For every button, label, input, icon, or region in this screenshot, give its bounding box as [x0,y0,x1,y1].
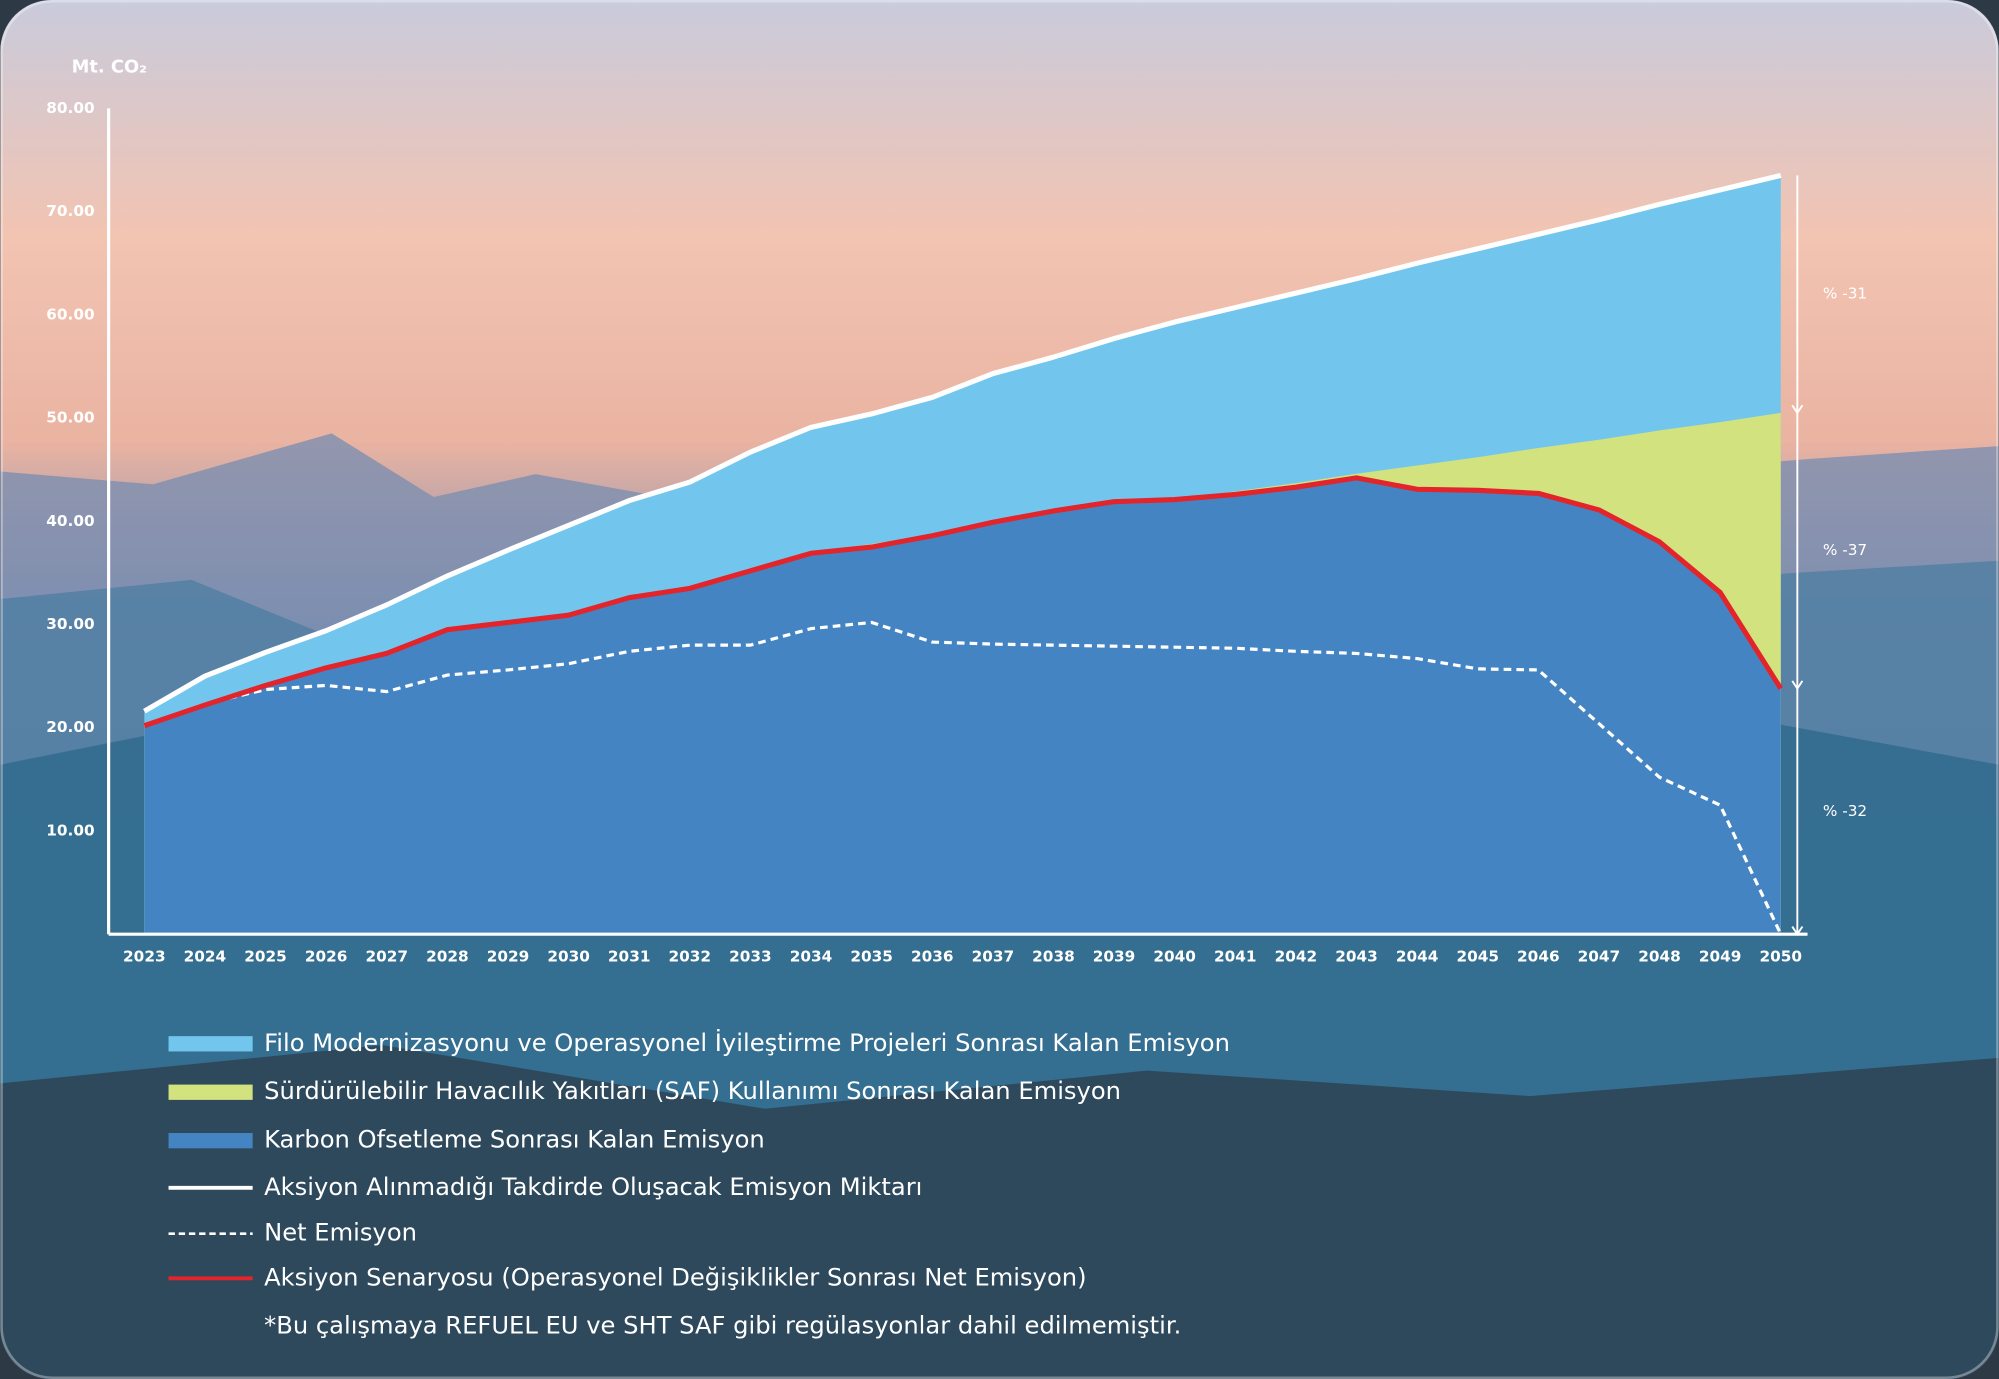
area [144,477,1781,935]
x-tick-label: 2028 [426,948,469,966]
y-tick-label: 70.00 [46,202,94,220]
x-tick-label: 2038 [1032,948,1075,966]
x-tick-label: 2033 [729,948,772,966]
x-tick-label: 2042 [1275,948,1318,966]
line [143,172,1782,714]
x-tick-label: 2030 [547,948,590,966]
y-axis-label: Mt. CO₂ [72,57,147,78]
line [143,475,1783,729]
x-tick-label: 2049 [1699,948,1742,966]
x-tick-label: 2023 [123,948,166,966]
x-tick-label: 2047 [1578,948,1621,966]
y-tick-label: 20.00 [46,718,94,736]
reduction-label: % -31 [1823,285,1867,303]
y-tick-label: 80.00 [46,99,94,117]
x-tick-label: 2048 [1638,948,1681,966]
reduction-label: % -37 [1823,541,1867,559]
legend-label: Aksiyon Senaryosu (Operasyonel Değişikli… [264,1263,1086,1291]
y-tick-label: 40.00 [46,512,94,530]
legend-swatch [168,1036,253,1052]
footnote: *Bu çalışmaya REFUEL EU ve SHT SAF gibi … [264,1312,1181,1340]
line [143,620,1783,935]
y-tick-label: 10.00 [46,821,94,839]
legend-label: Net Emisyon [264,1219,417,1247]
x-tick-label: 2034 [790,948,833,966]
x-tick-label: 2043 [1335,948,1378,966]
legend-swatch [168,1133,253,1149]
legend-label: Aksiyon Alınmadığı Takdirde Oluşacak Emi… [264,1173,922,1201]
x-tick-label: 2041 [1214,948,1257,966]
x-tick-label: 2031 [608,948,651,966]
y-tick-label: 30.00 [46,615,94,633]
arrow-head [1791,926,1804,936]
x-tick-label: 2040 [1153,948,1196,966]
x-tick-label: 2037 [972,948,1015,966]
y-tick-label: 60.00 [46,305,94,323]
x-tick-label: 2025 [244,948,287,966]
legend-swatch [168,1084,253,1100]
x-tick-label: 2044 [1396,948,1439,966]
x-tick-label: 2027 [365,948,408,966]
legend-label: Sürdürülebilir Havacılık Yakıtları (SAF)… [264,1077,1121,1105]
x-tick-label: 2045 [1456,948,1499,966]
legend-label: Filo Modernizasyonu ve Operasyonel İyile… [264,1028,1230,1057]
reduction-label: % -32 [1823,802,1867,820]
x-tick-label: 2032 [669,948,712,966]
x-tick-label: 2026 [305,948,348,966]
x-tick-label: 2035 [850,948,893,966]
x-tick-label: 2024 [184,948,227,966]
x-tick-label: 2036 [911,948,954,966]
x-tick-label: 2039 [1093,948,1136,966]
x-tick-label: 2050 [1759,948,1802,966]
x-tick-label: 2029 [487,948,530,966]
x-tick-label: 2046 [1517,948,1560,966]
y-tick-label: 50.00 [46,409,94,427]
legend-label: Karbon Ofsetleme Sonrası Kalan Emisyon [264,1126,765,1154]
